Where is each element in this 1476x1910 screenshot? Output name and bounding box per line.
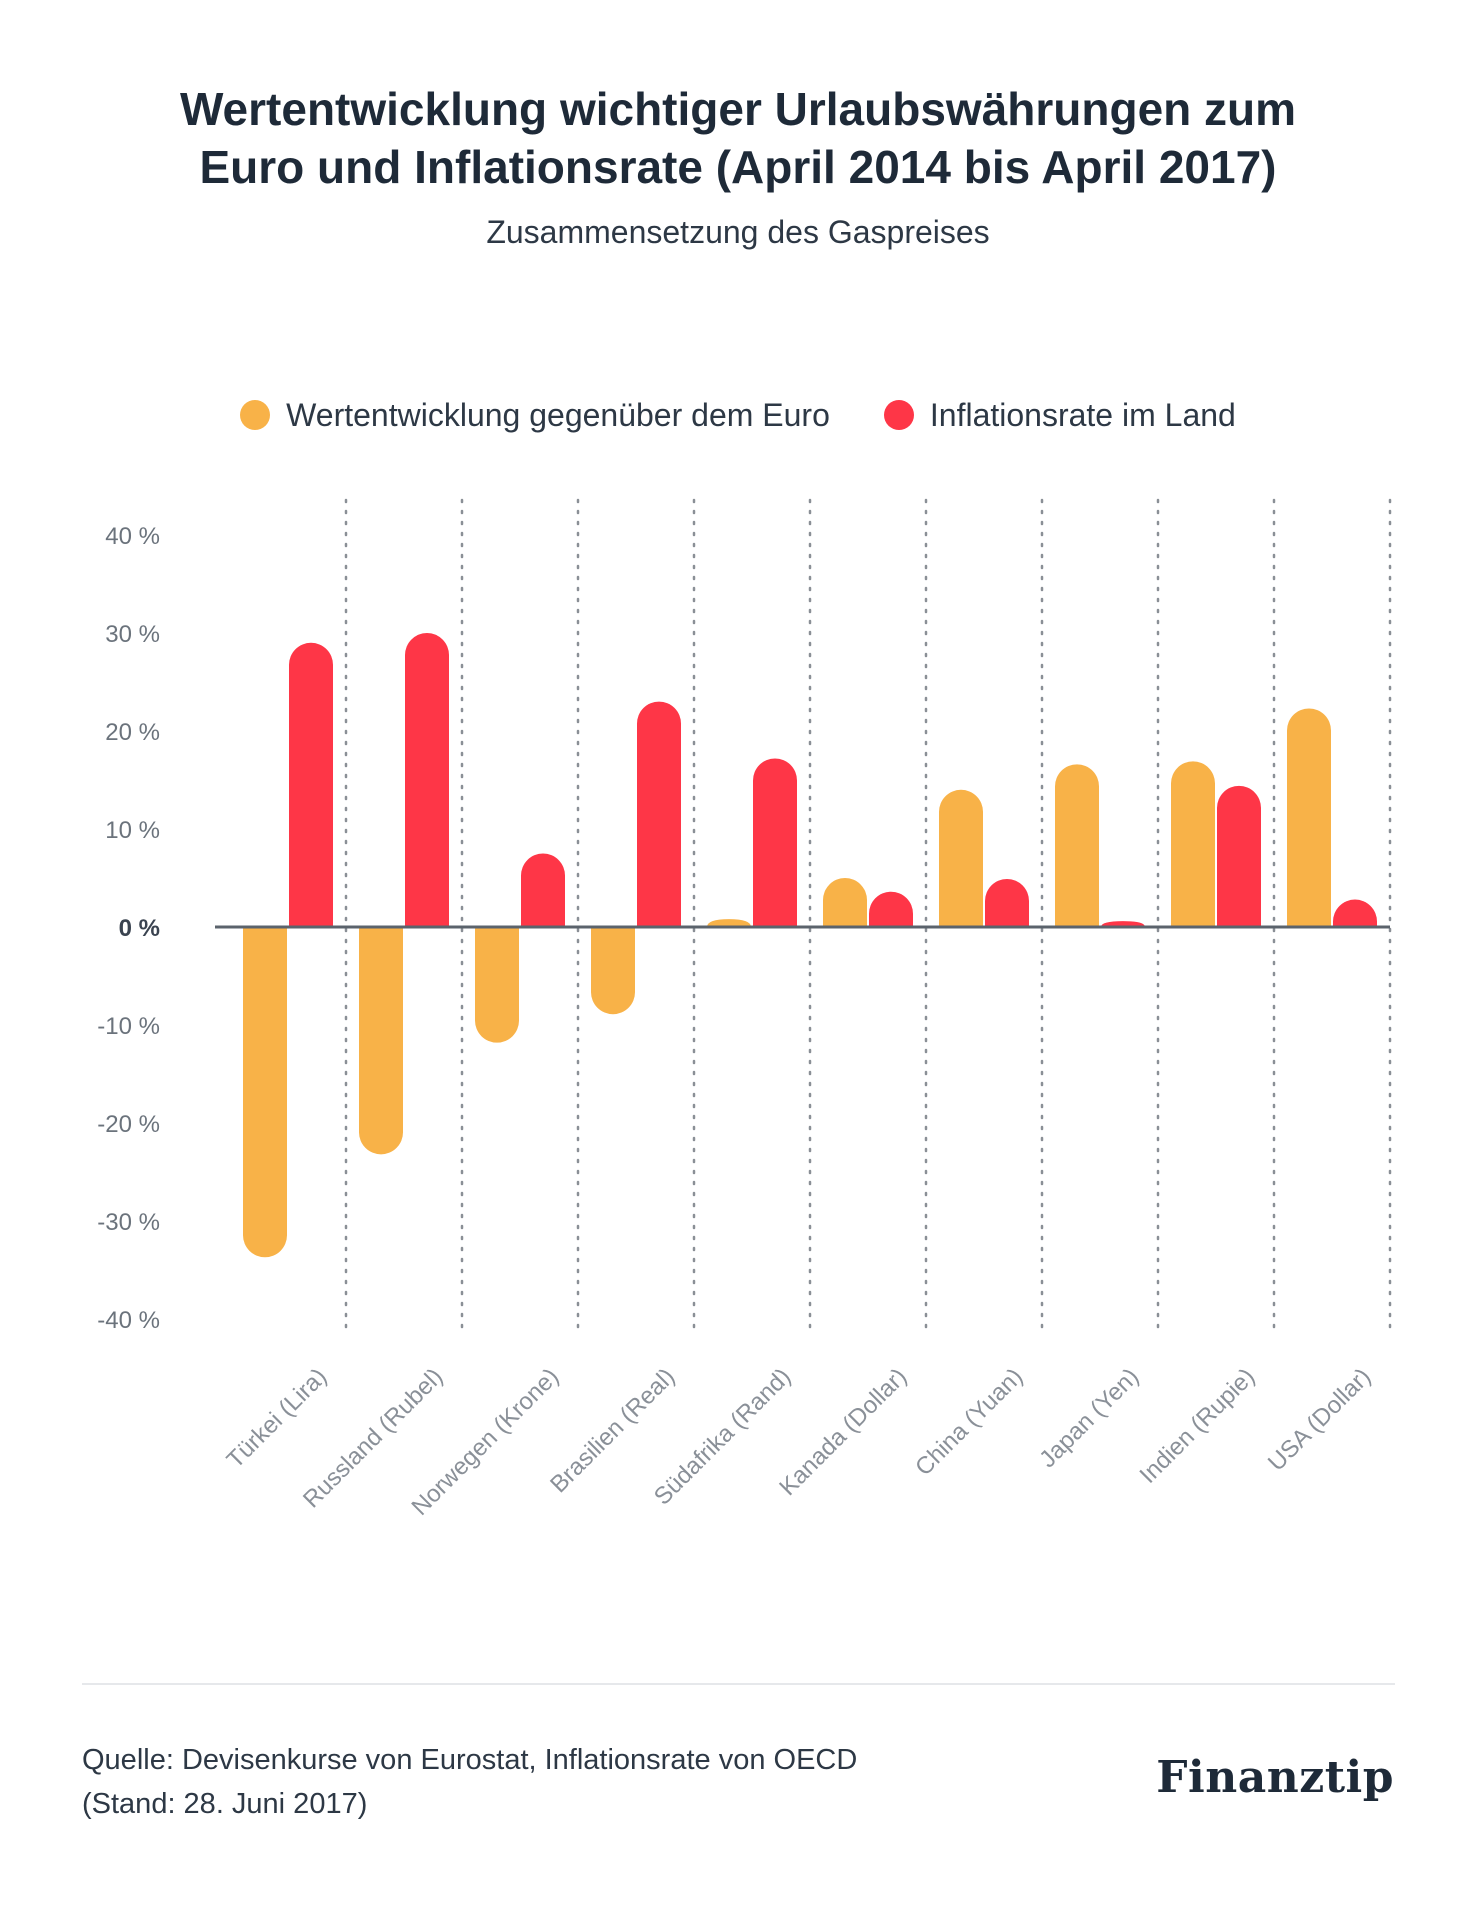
- bar-inflation: [405, 633, 449, 927]
- x-category-label: Brasilien (Real): [545, 1363, 680, 1498]
- bar-inflation: [869, 891, 913, 927]
- bar-inflation: [1217, 785, 1261, 927]
- y-tick-label: 40 %: [105, 523, 160, 550]
- bar-value-change: [359, 927, 403, 1155]
- y-tick-label: -10 %: [97, 1013, 160, 1040]
- bar-inflation: [289, 642, 333, 927]
- bar-value-change: [1171, 761, 1215, 927]
- bar-value-change: [823, 878, 867, 927]
- bar-value-change: [939, 789, 983, 927]
- bar-value-change: [591, 927, 635, 1015]
- bar-inflation: [1333, 899, 1377, 927]
- bar-inflation: [753, 758, 797, 927]
- y-tick-label: 10 %: [105, 817, 160, 844]
- legend-item-value-change: Wertentwicklung gegenüber dem Euro: [240, 397, 830, 434]
- chart-title-line-1: Wertentwicklung wichtiger Urlaubswährung…: [179, 83, 1297, 135]
- x-category-label: Türkei (Lira): [222, 1363, 333, 1474]
- chart-subtitle: Zusammensetzung des Gaspreises: [486, 214, 990, 250]
- chart-title: Wertentwicklung wichtiger Urlaubswährung…: [0, 80, 1476, 196]
- footer-divider: [82, 1683, 1395, 1685]
- legend-dot-red-icon: [883, 400, 914, 430]
- x-category-label: China (Yuan): [910, 1363, 1028, 1481]
- source-note: Quelle: Devisenkurse von Eurostat, Infla…: [82, 1738, 857, 1826]
- bar-inflation: [521, 853, 565, 927]
- x-category-label: USA (Dollar): [1263, 1363, 1376, 1476]
- y-tick-label: -40 %: [97, 1307, 160, 1334]
- bar-value-change: [707, 919, 751, 927]
- legend: Wertentwicklung gegenüber dem Euro Infla…: [0, 390, 1476, 440]
- legend-label-value-change: Wertentwicklung gegenüber dem Euro: [286, 396, 830, 433]
- bar-value-change: [1287, 708, 1331, 927]
- source-line-2: (Stand: 28. Juni 2017): [82, 1788, 368, 1820]
- bar-chart: 40 % 30 % 20 % 10 % 0 % -10 % -20 % -30 % -40 % T…: [97, 498, 1392, 1521]
- x-category-label: Japan (Yen): [1034, 1363, 1144, 1473]
- legend-dot-orange-icon: [240, 400, 271, 430]
- y-tick-label: -20 %: [97, 1111, 160, 1138]
- source-line-1: Quelle: Devisenkurse von Eurostat, Infla…: [82, 1744, 858, 1776]
- x-category-label: Indien (Rupie): [1135, 1363, 1261, 1489]
- chart-title-line-2: Euro und Inflationsrate (April 2014 bis …: [199, 141, 1277, 193]
- legend-item-inflation: Inflationsrate im Land: [883, 396, 1236, 434]
- legend-label-inflation: Inflationsrate im Land: [929, 396, 1236, 433]
- y-tick-label: -30 %: [97, 1209, 160, 1236]
- bar-value-change: [475, 927, 519, 1043]
- bar-value-change: [1055, 764, 1099, 927]
- bar-inflation: [985, 878, 1029, 927]
- x-category-label: Kanada (Dollar): [774, 1363, 912, 1501]
- bar-value-change: [243, 927, 287, 1258]
- y-tick-label: 20 %: [105, 719, 160, 746]
- y-tick-label: 0 %: [119, 915, 160, 942]
- bar-inflation: [637, 701, 681, 927]
- finanztip-logo: Finanztip: [1156, 1752, 1394, 1803]
- y-tick-label: 30 %: [105, 621, 160, 648]
